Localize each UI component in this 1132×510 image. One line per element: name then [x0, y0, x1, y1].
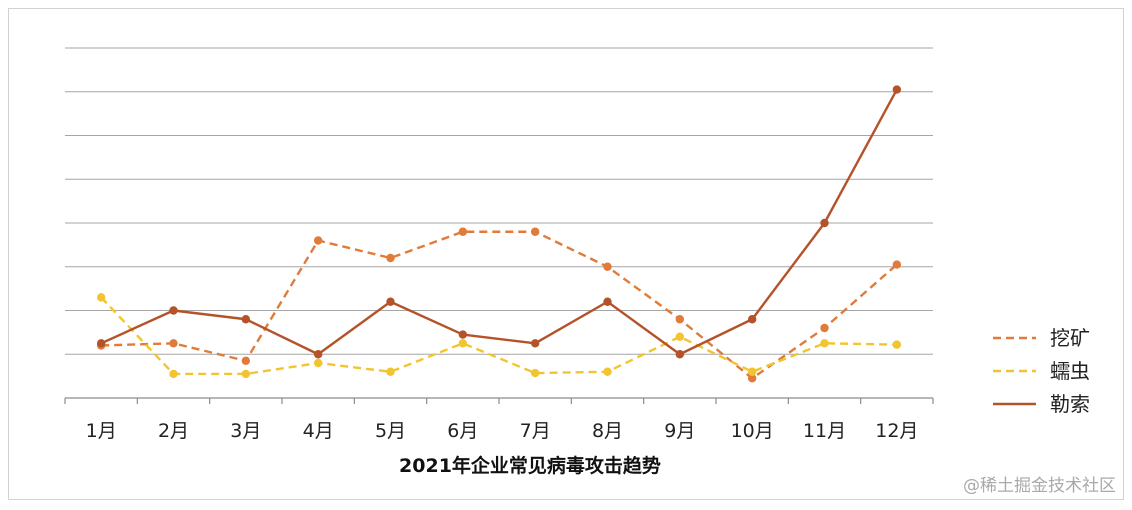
data-point — [603, 262, 612, 271]
data-point — [675, 315, 685, 324]
data-point — [458, 330, 468, 339]
gridlines — [65, 47, 933, 355]
data-point — [458, 227, 468, 236]
series-line-1 — [100, 296, 897, 376]
data-point — [820, 339, 829, 348]
x-axis — [64, 397, 934, 404]
data-point — [169, 369, 178, 379]
chart-title: 2021年企业常见病毒攻击趋势 — [399, 454, 661, 477]
data-point — [747, 315, 757, 324]
data-point — [820, 218, 829, 228]
data-point — [530, 368, 540, 378]
x-tick-label: 11月 — [803, 420, 846, 442]
x-tick-label: 3月 — [230, 420, 261, 442]
series-line-0 — [101, 230, 898, 380]
x-tick-label: 9月 — [664, 420, 695, 442]
data-point — [386, 367, 395, 376]
data-point — [241, 356, 251, 366]
x-tick-label: 10月 — [731, 420, 774, 442]
data-point — [458, 339, 468, 348]
data-point — [675, 350, 685, 359]
data-point — [96, 339, 106, 348]
data-point — [603, 367, 612, 376]
x-tick-label: 4月 — [303, 420, 334, 442]
data-point — [241, 369, 251, 379]
data-point — [96, 293, 106, 302]
series-points — [96, 85, 902, 383]
data-point — [313, 350, 323, 359]
x-tick-label: 8月 — [592, 420, 623, 442]
chart-frame — [8, 8, 1124, 500]
legend-label: 勒索 — [1050, 392, 1090, 416]
data-point — [169, 339, 178, 348]
data-point — [820, 323, 829, 333]
data-point — [603, 297, 612, 306]
data-point — [313, 358, 323, 368]
series-lines — [100, 88, 898, 380]
data-point — [386, 253, 395, 263]
x-tick-label: 1月 — [86, 420, 117, 442]
x-tick-label: 6月 — [447, 420, 478, 442]
series-line-2 — [100, 88, 898, 356]
data-point — [675, 332, 685, 341]
data-point — [530, 227, 540, 236]
data-point — [169, 306, 178, 315]
data-point — [530, 339, 540, 348]
data-point — [892, 260, 902, 269]
x-tick-label: 2月 — [158, 420, 189, 442]
legend-label: 挖矿 — [1050, 326, 1090, 350]
data-point — [386, 297, 395, 306]
legend-label: 蠕虫 — [1050, 359, 1090, 383]
x-tick-label: 5月 — [375, 420, 406, 442]
data-point — [313, 236, 323, 245]
data-point — [241, 315, 251, 324]
data-point — [747, 367, 757, 376]
watermark: @稀土掘金技术社区 — [963, 476, 1116, 496]
x-tick-label: 12月 — [875, 420, 918, 442]
data-point — [747, 374, 757, 383]
x-tick-labels: 1月 2月 3月 4月 5月 6月 7月 8月 9月 10月 11月 12月 — [86, 420, 919, 442]
data-point — [892, 340, 902, 349]
data-point — [892, 85, 902, 94]
x-tick-label: 7月 — [520, 420, 551, 442]
